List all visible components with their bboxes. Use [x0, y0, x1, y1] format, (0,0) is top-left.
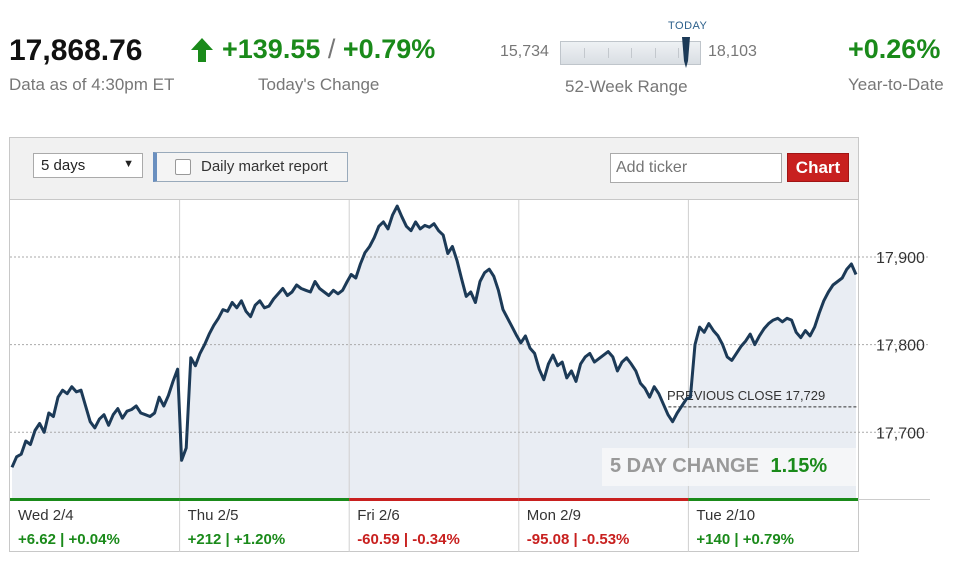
today-marker-label: TODAY — [668, 20, 708, 32]
y-tick-label: 17,700 — [876, 425, 925, 442]
add-ticker-input[interactable] — [610, 153, 782, 183]
day-label: Mon 2/9 — [527, 507, 581, 524]
day-direction-bar — [688, 498, 858, 501]
today-marker-icon — [682, 37, 691, 68]
day-label: Tue 2/10 — [696, 507, 755, 524]
five-day-change-label: 5 DAY CHANGE — [610, 455, 759, 477]
todays-change-label: Today's Change — [258, 75, 380, 94]
day-change: -95.08 | -0.53% — [527, 531, 630, 548]
period-select[interactable]: 5 days ▼ — [33, 153, 143, 178]
day-direction-bar — [179, 498, 350, 501]
period-select-value: 5 days — [41, 157, 86, 174]
day-direction-bar — [518, 498, 689, 501]
y-tick-label: 17,900 — [876, 250, 925, 267]
five-day-change: 5 DAY CHANGE 1.15% — [610, 455, 827, 478]
index-price: 17,868.76 — [9, 34, 143, 67]
chart-button[interactable]: Chart — [787, 153, 849, 182]
y-tick-label: 17,800 — [876, 338, 925, 355]
checkbox-icon[interactable] — [175, 159, 191, 175]
52-week-range-bar — [560, 41, 701, 65]
day-change: +140 | +0.79% — [696, 531, 794, 548]
change-separator: / — [327, 34, 336, 64]
ytd-change: +0.26% — [848, 34, 941, 64]
day-label: Wed 2/4 — [18, 507, 74, 524]
range-high: 18,103 — [708, 43, 757, 60]
change-percent: +0.79% — [342, 34, 436, 64]
day-label: Fri 2/6 — [357, 507, 400, 524]
52-week-range-label: 52-Week Range — [565, 77, 688, 96]
ytd-label: Year-to-Date — [848, 75, 944, 94]
day-label: Thu 2/5 — [188, 507, 239, 524]
range-low: 15,734 — [500, 43, 549, 60]
up-arrow-icon — [191, 38, 213, 62]
chart-area-fill — [12, 206, 856, 498]
day-change: +6.62 | +0.04% — [18, 531, 120, 548]
five-day-change-value: 1.15% — [770, 455, 828, 477]
data-timestamp: Data as of 4:30pm ET — [9, 75, 175, 94]
daily-market-report-toggle[interactable]: Daily market report — [153, 152, 348, 182]
daily-market-report-label: Daily market report — [201, 158, 328, 175]
day-change: +212 | +1.20% — [188, 531, 286, 548]
day-direction-bar — [10, 498, 180, 501]
five-day-change-box — [602, 448, 856, 486]
change-points: +139.55 — [222, 34, 321, 64]
previous-close-label: PREVIOUS CLOSE 17,729 — [667, 388, 825, 403]
day-direction-bar — [349, 498, 519, 501]
price-line — [10, 204, 858, 468]
todays-change: +139.55 / +0.79% — [222, 34, 435, 65]
day-change: -60.59 | -0.34% — [357, 531, 460, 548]
caret-down-icon: ▼ — [123, 158, 134, 170]
